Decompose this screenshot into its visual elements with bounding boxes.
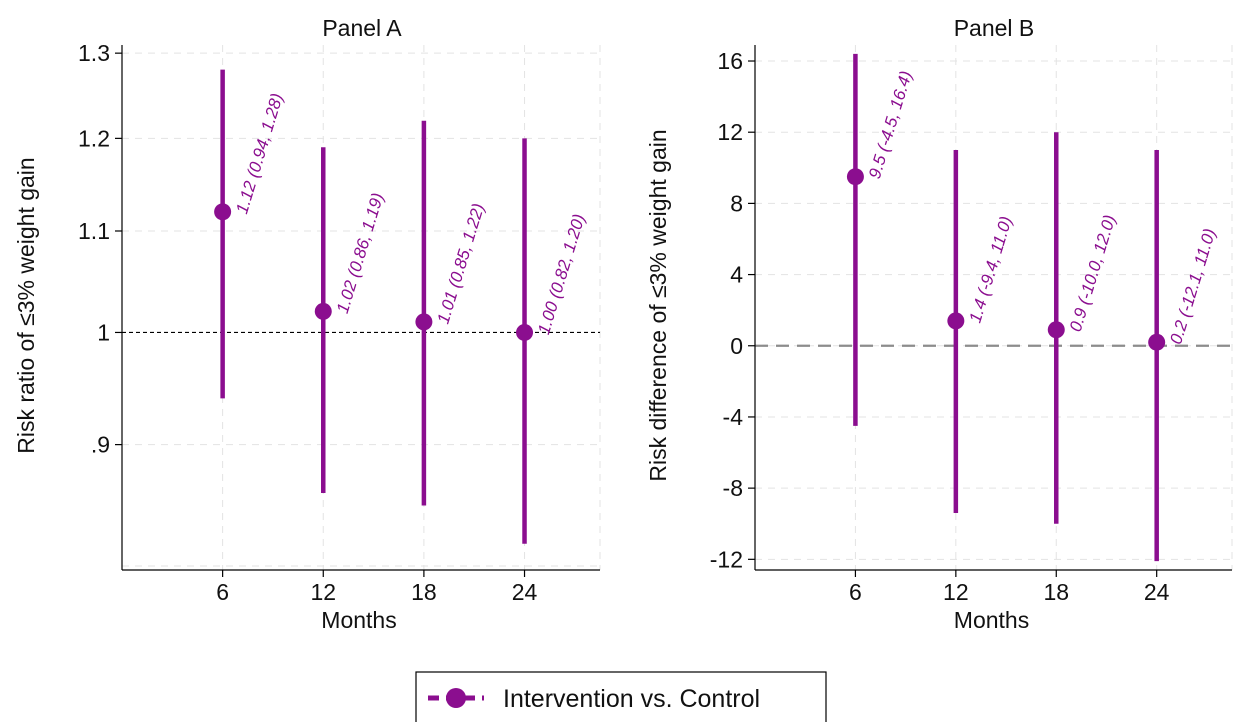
- data-label: 1.00 (0.82, 1.20): [534, 212, 589, 337]
- x-tick-label: 12: [310, 579, 336, 605]
- y-tick-label: 1.1: [78, 218, 110, 244]
- legend: Intervention vs. Control: [415, 671, 827, 722]
- point-estimate: [1047, 321, 1065, 339]
- y-tick-label: 1.2: [78, 125, 110, 151]
- x-tick-label: 18: [411, 579, 437, 605]
- data-label: 1.01 (0.85, 1.22): [434, 201, 489, 326]
- panel-title: Panel A: [322, 15, 402, 41]
- point-estimate: [1148, 333, 1166, 351]
- point-estimate: [846, 168, 864, 186]
- data-label: 9.5 (-4.5, 16.4): [865, 69, 916, 181]
- data-label: 1.12 (0.94, 1.28): [232, 91, 287, 216]
- y-tick-label: 12: [717, 119, 743, 145]
- y-tick-label: 1: [97, 319, 110, 345]
- y-tick-label: -4: [723, 404, 744, 430]
- panel-a: .9 1.1 1.2 1.3 1 6 12 18 24 Panel A Months Risk rat…: [13, 15, 601, 633]
- y-tick-label: 1.3: [78, 40, 110, 66]
- data-label: 0.2 (-12.1, 11.0): [1166, 226, 1219, 346]
- legend-box: [415, 671, 827, 722]
- point-estimate: [947, 312, 965, 330]
- x-tick-label: 24: [1144, 579, 1170, 605]
- y-tick-label: 4: [730, 262, 743, 288]
- x-tick-label: 6: [216, 579, 229, 605]
- x-axis-label: Months: [321, 607, 396, 633]
- x-tick-label: 24: [512, 579, 538, 605]
- point-estimate: [314, 302, 332, 320]
- point-estimate: [214, 203, 232, 221]
- y-tick-label: -8: [723, 475, 743, 501]
- point-estimate: [415, 313, 433, 331]
- x-tick-label: 18: [1043, 579, 1069, 605]
- panel-title: Panel B: [954, 15, 1035, 41]
- x-axis-label: Months: [954, 607, 1029, 633]
- y-tick-label: 16: [717, 48, 743, 74]
- y-tick-label: 8: [730, 190, 743, 216]
- y-axis-label: Risk difference of ≤3% weight gain: [645, 129, 671, 481]
- x-tick-label: 6: [849, 579, 862, 605]
- y-tick-label: 0: [730, 333, 743, 359]
- point-estimate: [516, 323, 534, 341]
- legend-marker-sample: [446, 688, 466, 708]
- y-tick-label: .9: [91, 432, 110, 458]
- y-tick-label: -12: [710, 546, 743, 572]
- x-tick-label: 12: [943, 579, 969, 605]
- panel-b: -12 -8 -4 0 4 8 12 16 6 12 18 24 Panel B Months Risk d…: [645, 15, 1233, 633]
- legend-label: Intervention vs. Control: [503, 685, 760, 713]
- y-axis-label: Risk ratio of ≤3% weight gain: [13, 157, 39, 453]
- data-label: 1.02 (0.86, 1.19): [333, 191, 388, 316]
- data-label: 1.4 (-9.4, 11.0): [965, 214, 1015, 325]
- data-label: 0.9 (-10.0, 12.0): [1066, 213, 1120, 334]
